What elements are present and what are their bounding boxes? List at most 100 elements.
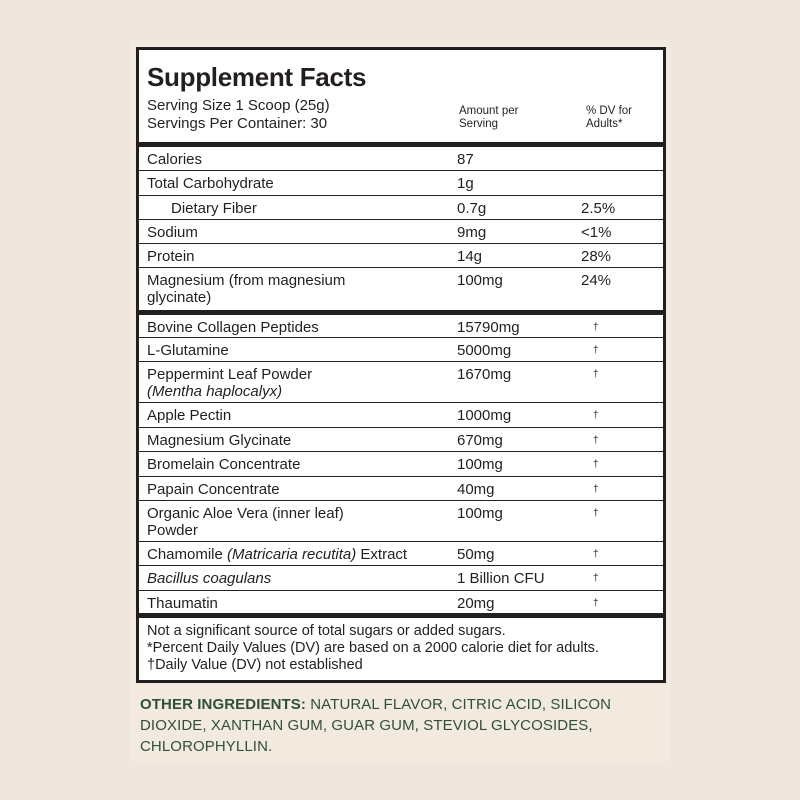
row-amount: 1g bbox=[457, 175, 474, 192]
table-row: Papain Concentrate 40mg † bbox=[139, 476, 663, 500]
label-title: Supplement Facts bbox=[147, 62, 367, 92]
row-amount: 1000mg bbox=[457, 407, 512, 424]
dv-value: † bbox=[593, 549, 599, 560]
row-amount: 100mg bbox=[457, 505, 503, 522]
row-name: Apple Pectin bbox=[139, 407, 457, 427]
row-dv: † bbox=[581, 505, 663, 541]
serving-size: Serving Size 1 Scoop (25g) bbox=[147, 97, 330, 114]
row-name: Bovine Collagen Peptides bbox=[139, 319, 457, 337]
name-text: Thaumatin bbox=[147, 595, 218, 612]
row-amount: 100mg bbox=[457, 456, 503, 473]
row-amount: 670mg bbox=[457, 432, 503, 449]
header-line: Serving bbox=[459, 118, 498, 130]
row-amount: 20mg bbox=[457, 595, 495, 612]
table-row: Bromelain Concentrate 100mg † bbox=[139, 451, 663, 476]
name-text-line2: Powder bbox=[147, 522, 198, 539]
table-row: Magnesium Glycinate 670mg † bbox=[139, 427, 663, 451]
row-amount: 100mg bbox=[457, 272, 503, 289]
row-dv: † bbox=[581, 432, 663, 451]
name-text: Papain Concentrate bbox=[147, 481, 280, 498]
row-name: Dietary Fiber bbox=[139, 200, 457, 219]
row-dv: 24% bbox=[581, 272, 663, 310]
row-dv: † bbox=[581, 570, 663, 590]
name-text: Chamomile bbox=[147, 546, 228, 563]
row-amount: 1 Billion CFU bbox=[457, 570, 545, 587]
other-ingredients-list: NATURAL FLAVOR, CITRIC ACID, SILICON DIO… bbox=[140, 696, 612, 755]
dv-value: † bbox=[593, 484, 599, 495]
row-name: Sodium bbox=[139, 224, 457, 243]
row-dv: 28% bbox=[581, 248, 663, 267]
divider-thick bbox=[139, 142, 663, 147]
name-text: Bromelain Concentrate bbox=[147, 456, 301, 473]
footnote: Not a significant source of total sugars… bbox=[147, 623, 506, 639]
dv-value: <1% bbox=[581, 224, 612, 241]
row-amount: 14g bbox=[457, 248, 483, 265]
row-dv: † bbox=[581, 319, 663, 337]
name-text: Magnesium (from magnesium bbox=[147, 272, 346, 289]
table-row: Calories 87 bbox=[139, 147, 663, 170]
row-amount: 15790mg bbox=[457, 319, 520, 336]
row-name: Organic Aloe Vera (inner leaf) Powder bbox=[139, 505, 457, 541]
table-row: Bacillus coagulans 1 Billion CFU † bbox=[139, 565, 663, 590]
dv-value: † bbox=[593, 435, 599, 446]
row-name: Magnesium (from magnesium glycinate) bbox=[139, 272, 457, 310]
table-row: Dietary Fiber 0.7g 2.5% bbox=[139, 195, 663, 219]
name-text-line2: (Mentha haplocalyx) bbox=[147, 383, 283, 400]
dv-value: 2.5% bbox=[581, 200, 616, 217]
table-row: Sodium 9mg <1% bbox=[139, 219, 663, 243]
dv-value: † bbox=[593, 459, 599, 470]
dv-column-header: % DV for Adults* bbox=[586, 105, 632, 131]
other-ingredients: OTHER INGREDIENTS: NATURAL FLAVOR, CITRI… bbox=[140, 694, 660, 757]
name-text: Calories bbox=[147, 151, 203, 168]
row-name: Bacillus coagulans bbox=[139, 570, 457, 590]
name-italic: Bacillus coagulans bbox=[147, 570, 272, 587]
footnotes: Not a significant source of total sugars… bbox=[139, 618, 663, 680]
name-text: Organic Aloe Vera (inner leaf) bbox=[147, 505, 344, 522]
row-amount: 0.7g bbox=[457, 200, 487, 217]
row-dv: 2.5% bbox=[581, 200, 663, 219]
header-line: Amount per bbox=[459, 105, 519, 117]
row-name: Total Carbohydrate bbox=[139, 175, 457, 195]
row-name: Magnesium Glycinate bbox=[139, 432, 457, 451]
divider-thick bbox=[139, 310, 663, 315]
dv-value: † bbox=[593, 573, 599, 584]
name-text: Total Carbohydrate bbox=[147, 175, 274, 192]
row-dv: † bbox=[581, 342, 663, 361]
row-dv: † bbox=[581, 595, 663, 613]
label-header: Supplement Facts Serving Size 1 Scoop (2… bbox=[139, 50, 663, 142]
table-row: Peppermint Leaf Powder (Mentha haplocalyx… bbox=[139, 361, 663, 402]
dv-value: † bbox=[593, 410, 599, 421]
row-name: Papain Concentrate bbox=[139, 481, 457, 500]
dv-value: 28% bbox=[581, 248, 612, 265]
row-dv bbox=[581, 151, 663, 170]
name-text: Peppermint Leaf Powder bbox=[147, 366, 313, 383]
dv-value: 24% bbox=[581, 272, 612, 289]
name-text: Apple Pectin bbox=[147, 407, 232, 424]
row-amount: 87 bbox=[457, 151, 474, 168]
dv-value: † bbox=[593, 345, 599, 356]
row-name: Thaumatin bbox=[139, 595, 457, 613]
table-row: Protein 14g 28% bbox=[139, 243, 663, 267]
table-row: Thaumatin 20mg † bbox=[139, 590, 663, 613]
servings-per-container: Servings Per Container: 30 bbox=[147, 115, 328, 132]
header-line: % DV for bbox=[586, 105, 633, 117]
table-row: Organic Aloe Vera (inner leaf) Powder 100m… bbox=[139, 500, 663, 541]
amount-column-header: Amount per Serving bbox=[459, 105, 518, 131]
row-name: L-Glutamine bbox=[139, 342, 457, 361]
row-name: Bromelain Concentrate bbox=[139, 456, 457, 476]
name-italic: (Matricaria recutita) bbox=[227, 546, 357, 563]
table-row: Apple Pectin 1000mg † bbox=[139, 402, 663, 427]
row-dv: † bbox=[581, 481, 663, 500]
row-amount: 1670mg bbox=[457, 366, 512, 383]
name-text: Extract bbox=[356, 546, 408, 563]
name-text-line2: glycinate) bbox=[147, 289, 212, 306]
nutrient-rows: Calories 87 Total Carbohydrate 1g Dietary Fi… bbox=[139, 147, 663, 310]
name-text: Bovine Collagen Peptides bbox=[147, 319, 319, 336]
row-dv: † bbox=[581, 366, 663, 402]
dv-value: † bbox=[593, 598, 599, 609]
table-row: Bovine Collagen Peptides 15790mg † bbox=[139, 315, 663, 337]
dv-value: † bbox=[593, 369, 599, 380]
divider-thick bbox=[139, 613, 663, 618]
supplement-facts-label: Supplement Facts Serving Size 1 Scoop (2… bbox=[136, 47, 666, 683]
row-amount: 5000mg bbox=[457, 342, 512, 359]
